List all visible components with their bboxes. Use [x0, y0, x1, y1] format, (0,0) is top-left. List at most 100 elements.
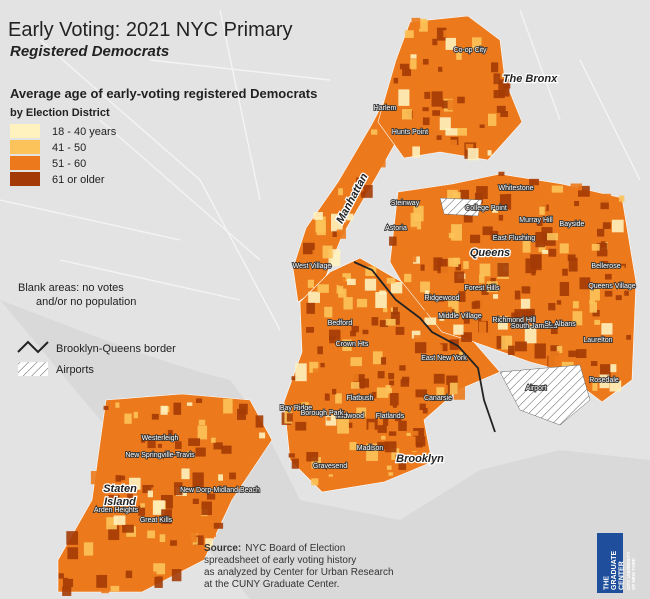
district	[351, 325, 359, 333]
district	[600, 241, 606, 248]
district	[322, 245, 333, 259]
district	[478, 321, 487, 333]
district	[306, 302, 315, 314]
place-label: Canarsie	[424, 395, 452, 402]
district	[414, 79, 425, 90]
blank-note: and/or no population	[36, 296, 136, 308]
place-label: Co-op City	[453, 47, 487, 54]
district	[356, 298, 368, 308]
district	[195, 398, 203, 404]
district	[439, 117, 451, 131]
district	[194, 535, 204, 546]
district	[461, 332, 472, 342]
district	[67, 569, 75, 579]
district	[520, 298, 531, 309]
district	[567, 254, 576, 261]
district	[315, 216, 326, 233]
district	[615, 265, 625, 274]
district	[399, 365, 406, 371]
district	[381, 435, 386, 440]
brooklyn-queens-border	[353, 261, 496, 433]
district	[515, 341, 527, 352]
district	[125, 570, 133, 579]
district	[559, 282, 570, 296]
district	[482, 201, 493, 215]
logo-line: GRADUATE	[611, 551, 618, 590]
district	[371, 129, 378, 135]
district	[388, 436, 394, 441]
district	[186, 402, 193, 406]
district	[346, 422, 353, 428]
district	[589, 289, 600, 301]
place-label: St. Albans	[544, 321, 576, 328]
district	[436, 135, 442, 140]
district	[568, 350, 579, 358]
district	[525, 258, 537, 274]
district	[229, 472, 236, 480]
district	[328, 474, 333, 478]
district	[360, 191, 365, 198]
district	[440, 343, 448, 352]
district	[596, 228, 605, 237]
district	[463, 261, 469, 269]
district	[433, 373, 445, 384]
district	[364, 278, 377, 291]
place-labels: Co-op City Hunts Point Harlem Astoria Steinw…	[93, 46, 637, 525]
district	[390, 311, 400, 325]
airport-swatch	[18, 362, 48, 376]
district	[439, 314, 445, 321]
district	[154, 576, 163, 588]
district	[385, 318, 396, 326]
district	[398, 89, 410, 106]
district	[410, 54, 417, 59]
place-label: Borough Park	[301, 410, 344, 417]
district	[359, 378, 370, 388]
district	[314, 402, 323, 413]
district	[433, 257, 443, 271]
district	[127, 493, 133, 499]
district	[157, 443, 162, 448]
district	[441, 100, 448, 109]
water	[0, 300, 650, 599]
district	[549, 286, 560, 294]
district	[422, 107, 429, 112]
place-label: Forest Hills	[464, 285, 500, 292]
source-line: spreadsheet of early voting history	[204, 555, 356, 566]
district	[490, 62, 499, 73]
district	[609, 380, 622, 392]
district	[481, 308, 491, 321]
district	[391, 448, 400, 460]
district	[308, 291, 320, 303]
district	[167, 429, 173, 438]
district	[490, 277, 496, 284]
district	[600, 199, 609, 210]
district	[548, 248, 557, 257]
district	[419, 19, 428, 32]
district	[324, 393, 330, 401]
place-label: Great Kills	[140, 517, 173, 524]
district	[62, 563, 71, 576]
district	[578, 185, 590, 197]
district	[291, 458, 299, 469]
district	[548, 290, 556, 295]
district	[217, 404, 222, 408]
legend-title: Average age of early-voting registered D…	[10, 86, 317, 101]
place-label: Airport	[526, 385, 547, 392]
district	[592, 309, 600, 317]
district	[482, 226, 493, 236]
district	[415, 442, 423, 448]
district	[460, 42, 469, 55]
district	[420, 264, 425, 271]
district	[350, 373, 359, 382]
district	[438, 66, 443, 72]
district	[96, 574, 108, 588]
district	[331, 213, 343, 232]
district	[488, 113, 497, 126]
district	[541, 227, 553, 241]
source-line: at the CUNY Graduate Center.	[204, 579, 339, 590]
district	[497, 316, 508, 330]
district	[390, 282, 403, 294]
district	[147, 490, 153, 498]
district	[431, 91, 443, 107]
district	[599, 193, 612, 203]
